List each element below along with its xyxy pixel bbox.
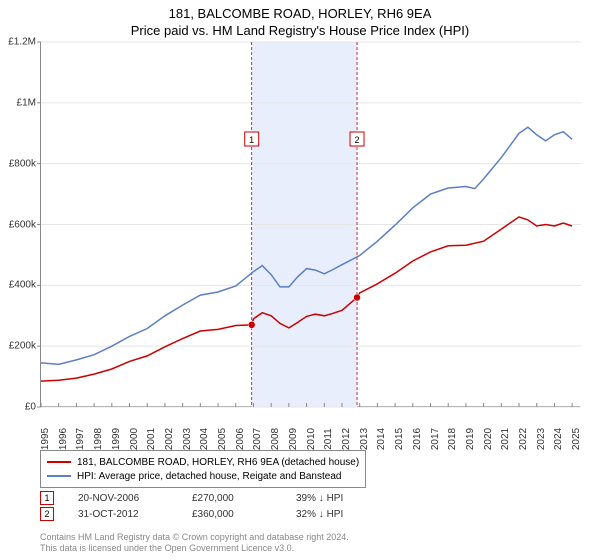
x-tick-label: 2004 bbox=[199, 428, 210, 450]
x-tick-label: 2000 bbox=[129, 428, 140, 450]
x-tick-label: 2023 bbox=[536, 428, 547, 450]
plot-area: 12 bbox=[40, 42, 580, 407]
x-tick-label: 2013 bbox=[359, 428, 370, 450]
x-tick-label: 2007 bbox=[252, 428, 263, 450]
legend-row: HPI: Average price, detached house, Reig… bbox=[47, 469, 359, 483]
y-tick-label: £800k bbox=[9, 158, 36, 169]
y-tick-label: £600k bbox=[9, 219, 36, 230]
x-tick-label: 2002 bbox=[164, 428, 175, 450]
x-tick-label: 2010 bbox=[306, 428, 317, 450]
events-table: 1 20-NOV-2006 £270,000 39% ↓ HPI 2 31-OCT-201… bbox=[40, 490, 343, 522]
legend-row: 181, BALCOMBE ROAD, HORLEY, RH6 9EA (det… bbox=[47, 455, 359, 469]
event-row: 1 20-NOV-2006 £270,000 39% ↓ HPI bbox=[40, 490, 343, 506]
event-price: £360,000 bbox=[192, 509, 272, 520]
footnote: Contains HM Land Registry data © Crown c… bbox=[40, 532, 349, 554]
x-tick-label: 2006 bbox=[235, 428, 246, 450]
x-tick-label: 2021 bbox=[500, 428, 511, 450]
y-tick-label: £1M bbox=[17, 97, 36, 108]
x-tick-label: 1996 bbox=[58, 428, 69, 450]
event-price: £270,000 bbox=[192, 493, 272, 504]
y-tick-label: £400k bbox=[9, 280, 36, 291]
x-tick-label: 1995 bbox=[40, 428, 51, 450]
y-tick-label: £1.2M bbox=[8, 37, 36, 48]
event-date: 20-NOV-2006 bbox=[78, 493, 168, 504]
chart-area: £0£200k£400k£600k£800k£1M£1.2M 12 bbox=[40, 42, 600, 407]
svg-text:2: 2 bbox=[355, 135, 360, 145]
x-tick-label: 2008 bbox=[270, 428, 281, 450]
event-marker-box: 2 bbox=[40, 507, 54, 521]
chart-subtitle: Price paid vs. HM Land Registry's House … bbox=[0, 21, 600, 42]
svg-text:1: 1 bbox=[249, 135, 254, 145]
legend: 181, BALCOMBE ROAD, HORLEY, RH6 9EA (det… bbox=[40, 450, 366, 488]
x-tick-label: 2001 bbox=[146, 428, 157, 450]
x-tick-label: 1997 bbox=[75, 428, 86, 450]
event-marker-box: 1 bbox=[40, 491, 54, 505]
x-tick-label: 2012 bbox=[341, 428, 352, 450]
x-tick-label: 2005 bbox=[217, 428, 228, 450]
x-tick-label: 2015 bbox=[394, 428, 405, 450]
x-tick-label: 2011 bbox=[323, 428, 334, 450]
legend-label: 181, BALCOMBE ROAD, HORLEY, RH6 9EA (det… bbox=[77, 457, 359, 468]
x-tick-label: 2014 bbox=[376, 428, 387, 450]
footnote-line2: This data is licensed under the Open Gov… bbox=[40, 543, 349, 554]
y-axis: £0£200k£400k£600k£800k£1M£1.2M bbox=[0, 42, 38, 407]
chart-title: 181, BALCOMBE ROAD, HORLEY, RH6 9EA bbox=[0, 0, 600, 21]
x-tick-label: 2003 bbox=[182, 428, 193, 450]
x-tick-label: 1998 bbox=[93, 428, 104, 450]
event-date: 31-OCT-2012 bbox=[78, 509, 168, 520]
x-tick-label: 1999 bbox=[111, 428, 122, 450]
x-tick-label: 2017 bbox=[430, 428, 441, 450]
event-delta: 32% ↓ HPI bbox=[296, 509, 343, 520]
x-axis: 1995199619971998199920002001200220032004… bbox=[40, 405, 600, 445]
event-delta: 39% ↓ HPI bbox=[296, 493, 343, 504]
event-row: 2 31-OCT-2012 £360,000 32% ↓ HPI bbox=[40, 506, 343, 522]
x-tick-label: 2025 bbox=[571, 428, 582, 450]
legend-label: HPI: Average price, detached house, Reig… bbox=[77, 471, 341, 482]
legend-swatch bbox=[47, 475, 71, 477]
footnote-line1: Contains HM Land Registry data © Crown c… bbox=[40, 532, 349, 543]
x-tick-label: 2016 bbox=[412, 428, 423, 450]
x-tick-label: 2019 bbox=[465, 428, 476, 450]
legend-swatch bbox=[47, 461, 71, 463]
y-tick-label: £0 bbox=[25, 402, 36, 413]
x-tick-label: 2024 bbox=[553, 428, 564, 450]
x-tick-label: 2022 bbox=[518, 428, 529, 450]
x-tick-label: 2009 bbox=[288, 428, 299, 450]
y-tick-label: £200k bbox=[9, 341, 36, 352]
x-tick-label: 2018 bbox=[447, 428, 458, 450]
plot-svg: 12 bbox=[41, 42, 581, 407]
x-tick-label: 2020 bbox=[483, 428, 494, 450]
